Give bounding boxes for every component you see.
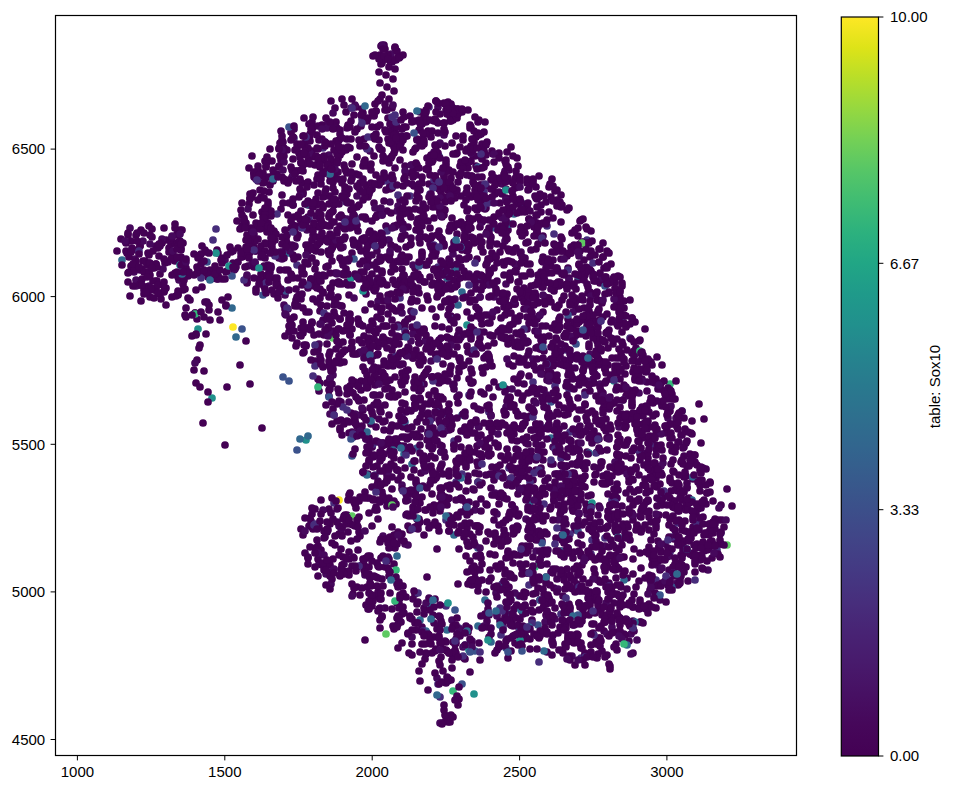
svg-text:10.00: 10.00 [890,8,928,25]
svg-text:6000: 6000 [12,288,45,305]
svg-text:3000: 3000 [650,763,683,780]
svg-text:4500: 4500 [12,731,45,748]
svg-text:6.67: 6.67 [890,255,919,272]
svg-text:0.00: 0.00 [890,747,919,764]
svg-text:5000: 5000 [12,583,45,600]
svg-text:table: Sox10: table: Sox10 [926,345,943,428]
svg-text:1000: 1000 [61,763,94,780]
svg-text:2500: 2500 [503,763,536,780]
svg-text:3.33: 3.33 [890,501,919,518]
svg-text:2000: 2000 [356,763,389,780]
svg-text:1500: 1500 [208,763,241,780]
svg-text:6500: 6500 [12,140,45,157]
svg-text:5500: 5500 [12,436,45,453]
